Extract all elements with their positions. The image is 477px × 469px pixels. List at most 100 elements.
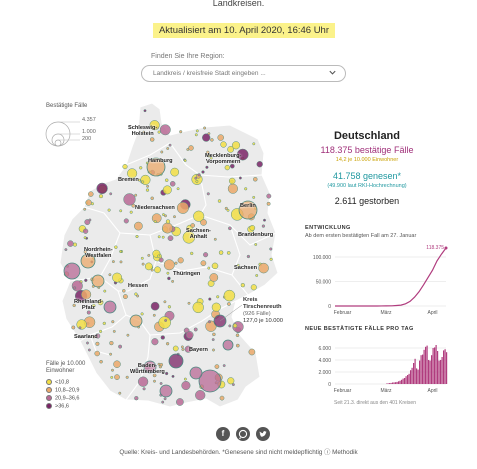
district-dot	[180, 345, 184, 349]
district-dot	[162, 222, 173, 234]
district-dot-large	[222, 339, 234, 351]
district-dot	[112, 329, 116, 333]
district-dot	[226, 251, 231, 255]
district-dot	[157, 130, 161, 134]
daily-bar	[417, 369, 419, 384]
district-dot	[144, 262, 153, 271]
district-dot	[164, 319, 168, 322]
size-legend-value-mid: 1.000	[82, 129, 96, 135]
twitter-icon[interactable]	[256, 427, 270, 441]
cum-y-tick: 50.000	[316, 280, 332, 286]
district-dot	[236, 263, 240, 267]
label-baden-wuerttemberg: Baden- Württemberg	[130, 363, 165, 376]
facebook-icon[interactable]: f	[216, 427, 230, 441]
district-dot	[206, 150, 210, 155]
district-dot	[197, 173, 201, 177]
district-dot	[123, 193, 136, 206]
district-dot	[158, 257, 164, 263]
district-dot	[153, 379, 156, 383]
color-legend-bin-2: 10,8–20,9	[46, 387, 79, 393]
cum-end-point	[444, 246, 448, 250]
district-dot	[135, 234, 139, 239]
district-dot	[161, 235, 165, 239]
district-dot	[109, 192, 113, 196]
district-dot	[212, 348, 215, 352]
district-dot	[211, 338, 215, 342]
size-legend-title: Bestätigte Fälle	[46, 103, 88, 109]
district-dot	[142, 130, 146, 134]
district-dot	[83, 236, 87, 240]
color-legend-title-line1: Fälle je 10.000	[46, 361, 86, 367]
region-search-input[interactable]: Landkreis / kreisfreie Stadt eingeben ..…	[141, 65, 346, 82]
district-dot-large	[146, 157, 166, 177]
district-dot	[217, 199, 222, 203]
district-dot	[163, 259, 175, 271]
district-dot	[185, 331, 194, 339]
color-bin-label: 20,9–36,6	[55, 395, 80, 402]
district-dot	[194, 176, 198, 180]
daily-y-tick: 6.000	[318, 346, 331, 352]
cum-end-label: 118.375	[426, 245, 444, 251]
daily-bar	[414, 358, 416, 384]
callout-line	[219, 304, 243, 322]
district-dot	[119, 260, 123, 264]
district-dot	[108, 273, 112, 277]
daily-x-tick: April	[427, 388, 437, 394]
label-rheinland-pfalz: Rheinland- Pfalz	[74, 299, 103, 312]
district-dot	[173, 215, 176, 219]
callout-cases: (926 Fälle)	[243, 311, 271, 317]
daily-y-tick: 4.000	[318, 358, 331, 364]
district-dot	[143, 109, 147, 113]
district-dot-large	[63, 262, 81, 280]
district-dot	[244, 187, 248, 191]
district-dot	[157, 254, 161, 258]
cum-x-tick: April	[427, 310, 437, 316]
label-brandenburg: Brandenburg	[238, 232, 274, 238]
district-dot-large	[143, 360, 157, 374]
district-dot	[269, 257, 273, 261]
district-dot	[214, 364, 220, 369]
daily-bar	[393, 382, 395, 384]
district-dot	[240, 283, 245, 288]
district-dot	[172, 345, 179, 352]
district-dot	[171, 279, 175, 283]
district-dot	[220, 141, 227, 148]
district-dot	[177, 257, 184, 264]
confirmed-cases: 118.375 bestätige Fälle	[320, 145, 414, 155]
district-dot	[150, 301, 160, 311]
district-dot	[84, 219, 91, 226]
district-dot	[152, 313, 156, 317]
daily-bar	[440, 360, 442, 384]
district-dot	[129, 210, 133, 214]
color-bin-dot	[46, 379, 52, 385]
whatsapp-icon[interactable]	[236, 427, 250, 441]
color-bin-dot	[46, 395, 52, 401]
daily-bar	[434, 347, 436, 384]
daily-bar	[420, 355, 422, 384]
district-dot	[145, 188, 150, 192]
district-dot	[113, 360, 121, 368]
district-dot	[212, 332, 216, 337]
district-dot	[94, 333, 101, 339]
district-dot	[167, 235, 174, 242]
daily-chart-note: Seit 21.3. direkt aus den 401 Kreisen	[334, 400, 416, 406]
label-mecklenburg-vorpommern: Mecklenburg- Vorpommern	[205, 153, 242, 166]
district-dot-large	[189, 366, 203, 380]
daily-bar	[438, 360, 440, 384]
district-dot	[263, 218, 266, 222]
district-dot	[119, 250, 123, 253]
district-dot	[258, 262, 269, 274]
daily-bar	[408, 373, 410, 384]
district-dot	[235, 333, 240, 338]
district-dot	[269, 247, 273, 251]
district-dot	[84, 278, 88, 282]
daily-bar	[411, 367, 413, 384]
daily-bar	[426, 345, 428, 384]
district-dot	[231, 383, 235, 387]
district-dot	[218, 250, 224, 255]
district-dot	[149, 137, 155, 142]
district-dot	[150, 268, 154, 272]
color-legend-title-line2: Einwohner	[46, 368, 75, 374]
district-dot	[119, 209, 123, 213]
district-dot	[95, 341, 100, 346]
